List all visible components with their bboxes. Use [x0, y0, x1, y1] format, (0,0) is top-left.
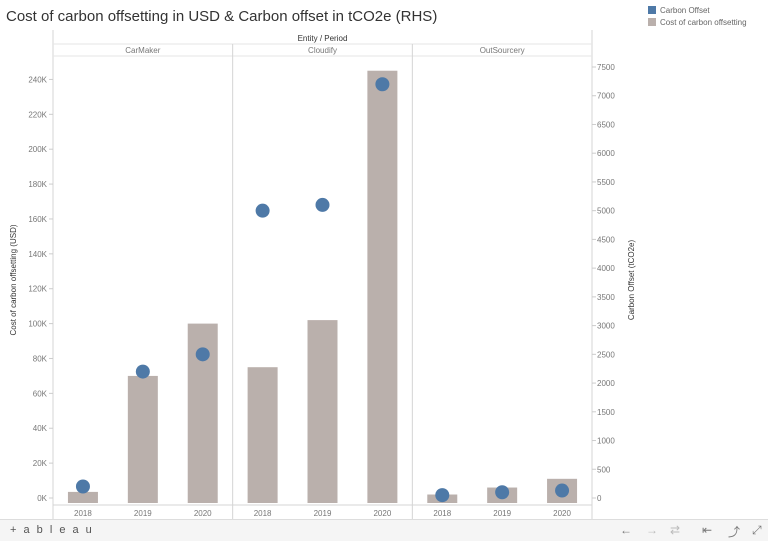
- y-tick-label: 100K: [28, 320, 47, 329]
- bar-cost: [307, 320, 338, 503]
- point-carbon-offset: [435, 488, 450, 503]
- y-tick-label: 160K: [28, 215, 47, 224]
- point-carbon-offset: [195, 347, 210, 362]
- toolbar: + a b l e a u ← → ⇄ ⇤ ⤴ ⤢: [0, 519, 768, 541]
- share-icon[interactable]: ⤴: [728, 525, 741, 539]
- y-tick-label: 180K: [28, 180, 47, 189]
- panel-header: OutSourcery: [480, 46, 525, 55]
- y-axis-title: Cost of carbon offsetting (USD): [9, 224, 18, 335]
- x-tick-label: 2018: [74, 509, 92, 518]
- point-carbon-offset: [135, 364, 150, 379]
- y2-tick-label: 1000: [597, 437, 615, 446]
- y-tick-label: 140K: [28, 250, 47, 259]
- y-tick-label: 120K: [28, 285, 47, 294]
- bar-cost: [367, 70, 398, 503]
- y2-tick-label: 4000: [597, 264, 615, 273]
- y2-tick-label: 4500: [597, 235, 615, 244]
- point-carbon-offset: [375, 77, 390, 92]
- y2-tick-label: 500: [597, 465, 611, 474]
- point-carbon-offset: [255, 203, 270, 218]
- y-tick-label: 240K: [28, 75, 47, 84]
- panel-header: CarMaker: [125, 46, 160, 55]
- x-tick-label: 2019: [134, 509, 152, 518]
- x-tick-label: 2020: [373, 509, 391, 518]
- y-tick-label: 200K: [28, 145, 47, 154]
- y2-tick-label: 2500: [597, 350, 615, 359]
- chart-title: Cost of carbon offsetting in USD & Carbo…: [6, 8, 438, 25]
- legend-swatch: [648, 6, 656, 14]
- x-tick-label: 2019: [314, 509, 332, 518]
- legend-label: Cost of carbon offsetting: [660, 17, 747, 27]
- bar-cost: [127, 375, 158, 503]
- point-carbon-offset: [315, 197, 330, 212]
- y2-tick-label: 6500: [597, 120, 615, 129]
- y2-axis-title: Carbon Offset (tCO2e): [627, 240, 636, 321]
- legend-item-carbon-offset[interactable]: Carbon Offset: [648, 4, 747, 16]
- legend: Carbon Offset Cost of carbon offsetting: [648, 4, 747, 28]
- panel-header: Cloudify: [308, 46, 337, 55]
- y-tick-label: 0K: [37, 494, 47, 503]
- y-tick-label: 80K: [33, 354, 48, 363]
- y2-tick-label: 7000: [597, 92, 615, 101]
- legend-item-cost[interactable]: Cost of carbon offsetting: [648, 16, 747, 28]
- reset-icon[interactable]: ⇤: [702, 523, 713, 537]
- column-header: Entity / Period: [298, 34, 348, 43]
- point-carbon-offset: [75, 479, 90, 494]
- legend-label: Carbon Offset: [660, 5, 710, 15]
- fullscreen-icon[interactable]: ⤢: [752, 523, 762, 537]
- y2-tick-label: 1500: [597, 408, 615, 417]
- x-tick-label: 2019: [493, 509, 511, 518]
- y-tick-label: 40K: [33, 424, 48, 433]
- undo-icon[interactable]: ←: [620, 523, 632, 537]
- y-tick-label: 60K: [33, 389, 48, 398]
- revert-icon[interactable]: ⇄: [670, 523, 681, 537]
- y2-tick-label: 0: [597, 494, 602, 503]
- chart-canvas: Entity / Period CarMaker 2018 2019 2020 Cloud…: [9, 30, 636, 519]
- bar-cost: [67, 491, 98, 503]
- point-carbon-offset: [495, 485, 510, 500]
- x-tick-label: 2018: [254, 509, 272, 518]
- y2-tick-label: 5000: [597, 207, 615, 216]
- y2-tick-label: 5500: [597, 178, 615, 187]
- redo-icon[interactable]: →: [646, 523, 658, 537]
- y2-tick-label: 2000: [597, 379, 615, 388]
- y-tick-label: 220K: [28, 110, 47, 119]
- tableau-logo[interactable]: + a b l e a u: [10, 524, 94, 536]
- y2-tick-label: 6000: [597, 149, 615, 158]
- y2-tick-label: 3000: [597, 322, 615, 331]
- legend-swatch: [648, 18, 656, 26]
- y2-tick-label: 7500: [597, 63, 615, 72]
- x-tick-label: 2020: [553, 509, 571, 518]
- y2-tick-label: 3500: [597, 293, 615, 302]
- y-tick-label: 20K: [33, 459, 48, 468]
- point-carbon-offset: [555, 483, 570, 498]
- x-tick-label: 2018: [433, 509, 451, 518]
- bar-cost: [247, 367, 278, 503]
- x-tick-label: 2020: [194, 509, 212, 518]
